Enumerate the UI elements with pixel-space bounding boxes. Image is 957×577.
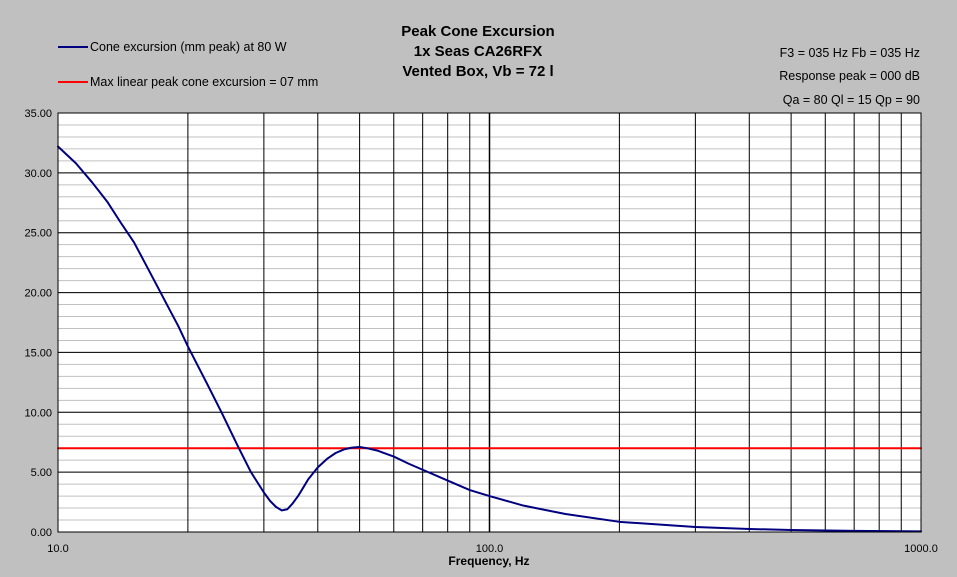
x-tick-label: 1000.0 bbox=[904, 543, 938, 555]
grid bbox=[58, 113, 921, 532]
x-tick-label: 10.0 bbox=[47, 543, 68, 555]
y-tick-label: 30.00 bbox=[24, 168, 52, 180]
y-tick-label: 5.00 bbox=[31, 467, 52, 479]
x-axis-ticks: 10.0 100.0 1000.0 bbox=[47, 543, 938, 555]
y-tick-label: 10.00 bbox=[24, 407, 52, 419]
legend-label-excursion: Cone excursion (mm peak) at 80 W bbox=[90, 40, 287, 54]
y-axis-ticks: 0.00 5.00 10.00 15.00 20.00 25.00 30.00 35.00 bbox=[24, 108, 52, 539]
x-tick-label: 100.0 bbox=[476, 543, 504, 555]
y-tick-label: 35.00 bbox=[24, 108, 52, 120]
series-line-excursion bbox=[57, 145, 922, 533]
y-tick-label: 20.00 bbox=[24, 288, 52, 300]
series-layer bbox=[57, 145, 922, 533]
legend-label-max-linear: Max linear peak cone excursion = 07 mm bbox=[90, 75, 318, 89]
legend: Cone excursion (mm peak) at 80 W Max lin… bbox=[58, 40, 318, 89]
chart-title-line-3: Vented Box, Vb = 72 l bbox=[402, 63, 553, 80]
plot-border bbox=[57, 112, 922, 533]
y-tick-label: 25.00 bbox=[24, 228, 52, 240]
info-q-values: Qa = 80 Ql = 15 Qp = 90 bbox=[783, 93, 920, 107]
info-response-peak: Response peak = 000 dB bbox=[779, 69, 920, 83]
y-tick-label: 15.00 bbox=[24, 347, 52, 359]
y-tick-label: 0.00 bbox=[31, 527, 52, 539]
x-axis-label: Frequency, Hz bbox=[448, 554, 529, 568]
chart-title-line-2: 1x Seas CA26RFX bbox=[414, 43, 542, 60]
info-f3-fb: F3 = 035 Hz Fb = 035 Hz bbox=[780, 46, 920, 60]
chart-title-line-1: Peak Cone Excursion bbox=[401, 23, 554, 40]
